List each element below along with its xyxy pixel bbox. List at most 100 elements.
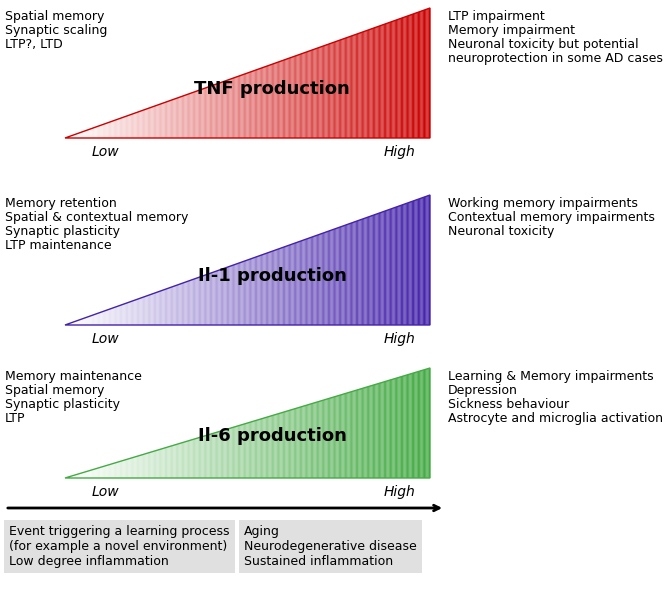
Polygon shape [414,13,416,138]
Polygon shape [184,282,186,325]
Polygon shape [82,319,83,325]
Polygon shape [142,297,143,325]
Polygon shape [348,392,350,478]
Polygon shape [262,418,263,478]
Polygon shape [130,115,131,138]
Polygon shape [375,27,376,138]
Polygon shape [102,466,104,478]
Text: Il-1 production: Il-1 production [198,266,346,284]
Polygon shape [364,31,366,138]
Polygon shape [347,37,348,138]
Polygon shape [161,290,162,325]
Polygon shape [243,424,244,478]
Polygon shape [168,288,170,325]
Polygon shape [234,427,235,478]
Polygon shape [74,134,76,138]
Polygon shape [217,271,218,325]
Polygon shape [121,461,122,478]
Polygon shape [118,305,120,325]
Polygon shape [400,205,401,325]
Polygon shape [332,42,334,138]
Polygon shape [235,77,237,138]
Polygon shape [423,10,424,138]
Polygon shape [215,84,216,138]
Polygon shape [165,448,166,478]
Polygon shape [142,110,143,138]
Polygon shape [216,84,217,138]
Polygon shape [233,265,234,325]
Polygon shape [144,109,145,138]
Polygon shape [240,262,241,325]
Polygon shape [140,455,142,478]
Polygon shape [231,427,233,478]
Polygon shape [398,377,400,478]
Polygon shape [403,376,404,478]
Polygon shape [386,23,388,138]
Polygon shape [159,291,160,325]
Polygon shape [381,25,382,138]
Polygon shape [363,31,364,138]
Polygon shape [406,16,407,138]
Polygon shape [267,65,268,138]
Polygon shape [316,402,317,478]
Polygon shape [407,16,408,138]
Polygon shape [379,213,380,325]
Polygon shape [244,74,245,138]
Polygon shape [250,422,251,478]
Polygon shape [115,463,116,478]
Polygon shape [159,449,160,478]
Polygon shape [297,242,299,325]
Polygon shape [196,91,198,138]
Polygon shape [102,124,104,138]
Polygon shape [394,208,395,325]
Polygon shape [213,85,215,138]
Polygon shape [213,433,215,478]
Polygon shape [416,199,418,325]
Polygon shape [334,229,335,325]
Polygon shape [116,462,117,478]
Polygon shape [328,231,329,325]
Polygon shape [362,32,363,138]
Polygon shape [424,197,425,325]
Polygon shape [410,202,412,325]
Polygon shape [241,262,243,325]
Polygon shape [295,242,296,325]
Polygon shape [82,473,83,478]
Polygon shape [404,203,406,325]
Polygon shape [378,213,379,325]
Polygon shape [353,35,354,138]
Polygon shape [275,250,277,325]
Polygon shape [289,410,290,478]
Polygon shape [261,255,262,325]
Polygon shape [362,219,363,325]
Polygon shape [221,431,222,478]
Polygon shape [70,136,71,138]
Polygon shape [358,389,360,478]
Polygon shape [273,415,274,478]
Polygon shape [128,302,130,325]
Polygon shape [122,460,124,478]
Polygon shape [375,384,376,478]
Polygon shape [249,422,250,478]
Polygon shape [145,296,146,325]
Polygon shape [392,379,394,478]
Polygon shape [130,458,131,478]
Polygon shape [131,114,132,138]
Polygon shape [206,435,207,478]
Polygon shape [203,275,205,325]
Polygon shape [316,48,317,138]
Polygon shape [178,443,180,478]
Polygon shape [380,383,381,478]
Polygon shape [239,76,240,138]
Polygon shape [296,55,297,138]
Polygon shape [376,384,378,478]
Polygon shape [321,401,322,478]
Polygon shape [336,396,338,478]
Polygon shape [255,257,256,325]
Polygon shape [202,436,203,478]
Polygon shape [322,46,323,138]
Text: Event triggering a learning process
(for example a novel environment)
Low degree: Event triggering a learning process (for… [9,525,229,568]
Polygon shape [294,409,295,478]
Polygon shape [127,115,128,138]
Polygon shape [237,76,238,138]
